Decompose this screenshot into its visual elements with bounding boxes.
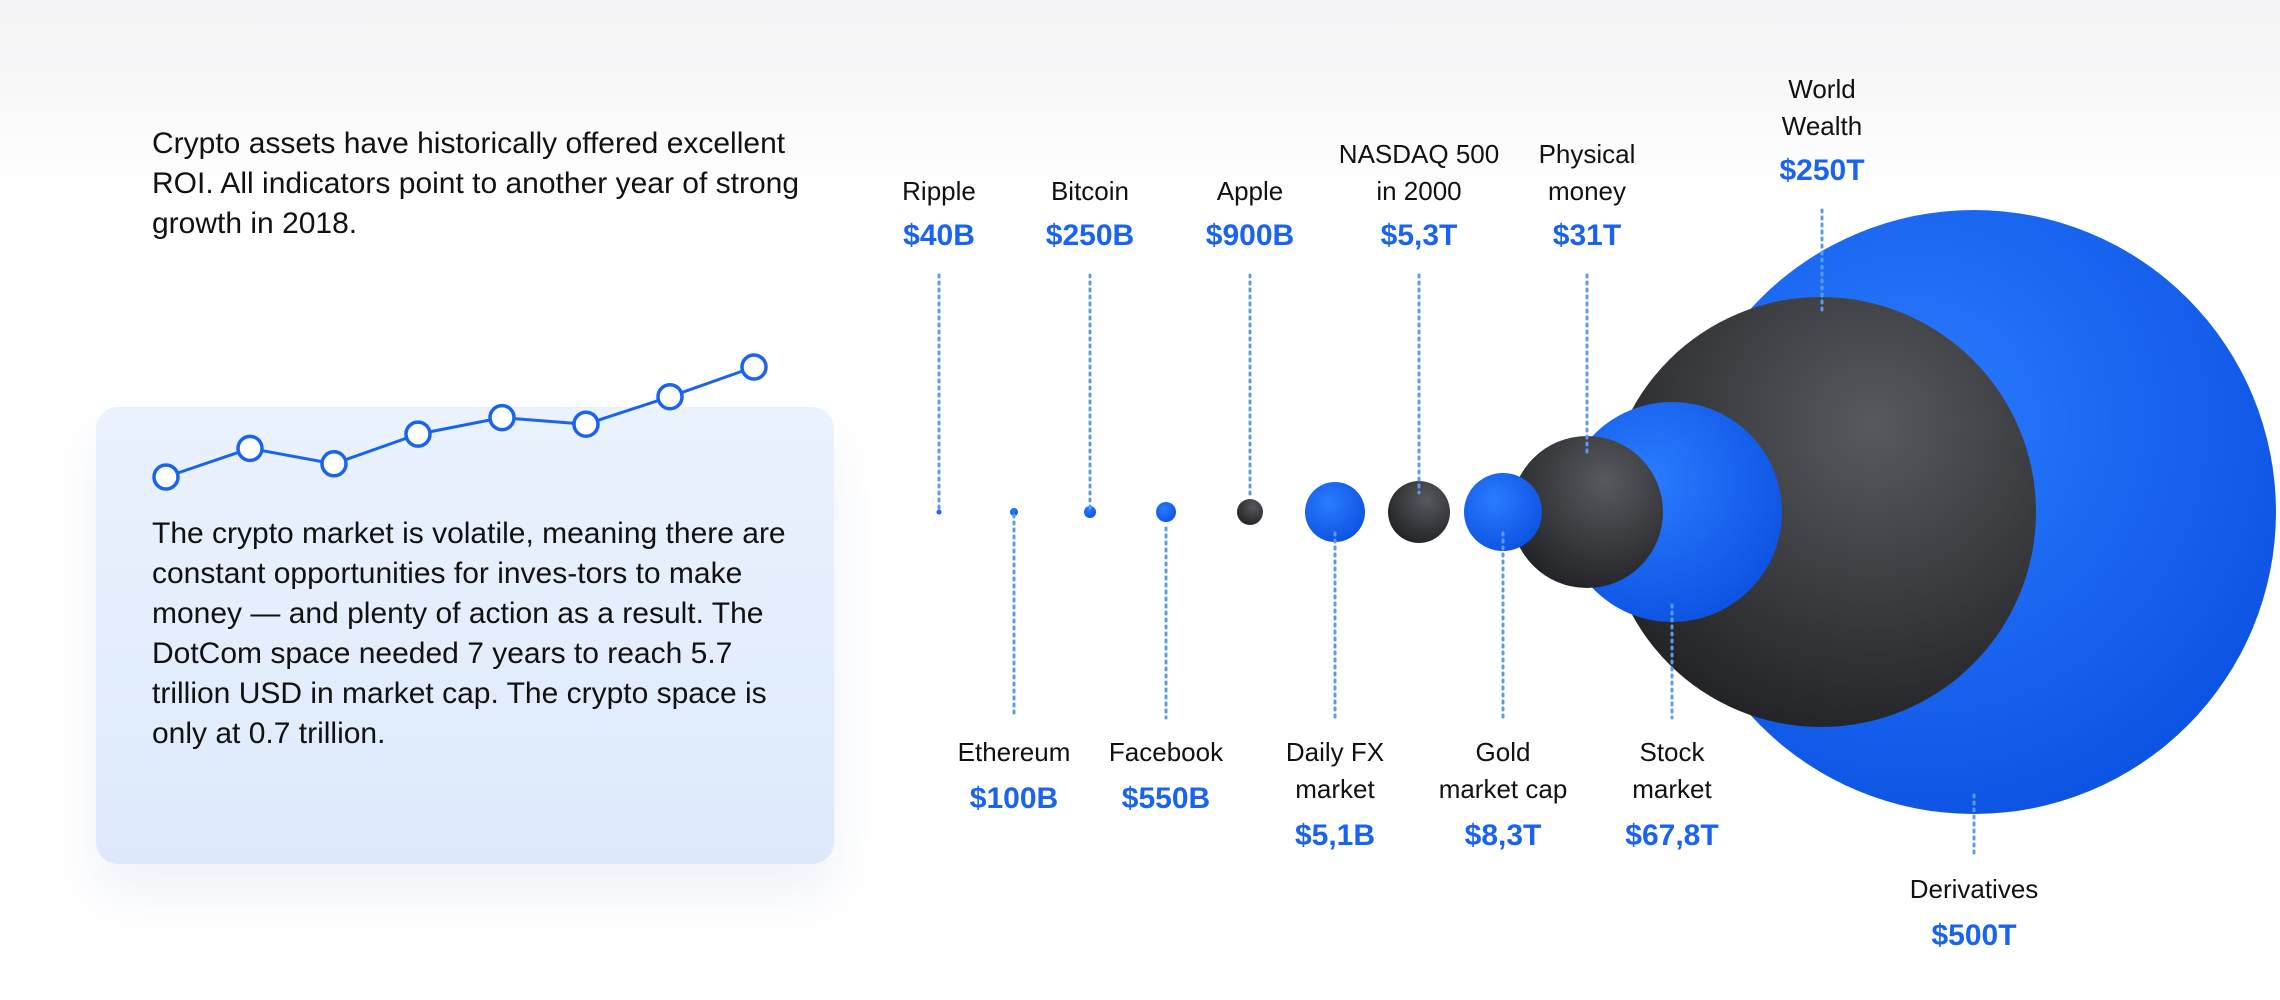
value-apple: $900B [1205, 219, 1295, 252]
bubble-gold-market-cap [1464, 473, 1542, 551]
value-nasdaq-500-in-2000: $5,3T [1380, 219, 1458, 252]
bubble-ethereum [1010, 508, 1018, 516]
value-daily-fx-market: $5,1B [1294, 819, 1376, 852]
bubble-physical-money [1511, 436, 1663, 588]
label-apple: Apple [1216, 176, 1284, 206]
sparkline-point [488, 403, 516, 432]
sparkline-point [152, 463, 180, 491]
value-ethereum: $100B [969, 782, 1059, 815]
bubble-apple [1237, 499, 1263, 525]
bubble-daily-fx-market [1305, 482, 1365, 542]
bubble-facebook [1156, 502, 1176, 522]
sparkline-point [656, 382, 684, 411]
label-nasdaq-500-in-2000: NASDAQ 500 in 2000 [1338, 139, 1500, 206]
card-text: The crypto market is volatile, meaning t… [152, 517, 786, 750]
value-bitcoin: $250B [1045, 219, 1135, 252]
trend-line-icon [152, 353, 768, 491]
sparkline-point [572, 410, 600, 438]
value-facebook: $550B [1121, 782, 1211, 815]
sparkline-point [404, 420, 432, 448]
sparkline-point [236, 434, 264, 463]
label-bitcoin: Bitcoin [1050, 176, 1130, 206]
value-physical-money: $31T [1552, 219, 1622, 252]
bubble-world-wealth [1606, 297, 2036, 727]
label-world-wealth: World Wealth [1781, 74, 1863, 141]
intro-text: Crypto assets have historically offered … [152, 127, 800, 240]
value-derivatives: $500T [1931, 919, 2017, 952]
sparkline-line [165, 365, 755, 479]
value-ripple: $40B [903, 219, 975, 252]
bubble-bitcoin [1084, 506, 1096, 518]
value-stock-market: $67,8T [1625, 819, 1719, 852]
label-gold-market-cap: Gold market cap [1438, 737, 1568, 804]
label-facebook: Facebook [1108, 737, 1224, 767]
sparkline-point [740, 353, 768, 381]
label-stock-market: Stock market [1632, 737, 1712, 804]
label-physical-money: Physical money [1538, 139, 1636, 206]
label-daily-fx-market: Daily FX market [1285, 737, 1385, 804]
info-card [96, 407, 834, 864]
sparkline-point [320, 450, 348, 478]
label-ripple: Ripple [902, 176, 976, 206]
value-gold-market-cap: $8,3T [1464, 819, 1542, 852]
value-world-wealth: $250T [1779, 154, 1865, 187]
bubble-nasdaq-500-in-2000 [1388, 481, 1450, 543]
label-derivatives: Derivatives [1909, 874, 2039, 904]
bubble-ripple [936, 509, 942, 515]
label-ethereum: Ethereum [957, 737, 1071, 767]
